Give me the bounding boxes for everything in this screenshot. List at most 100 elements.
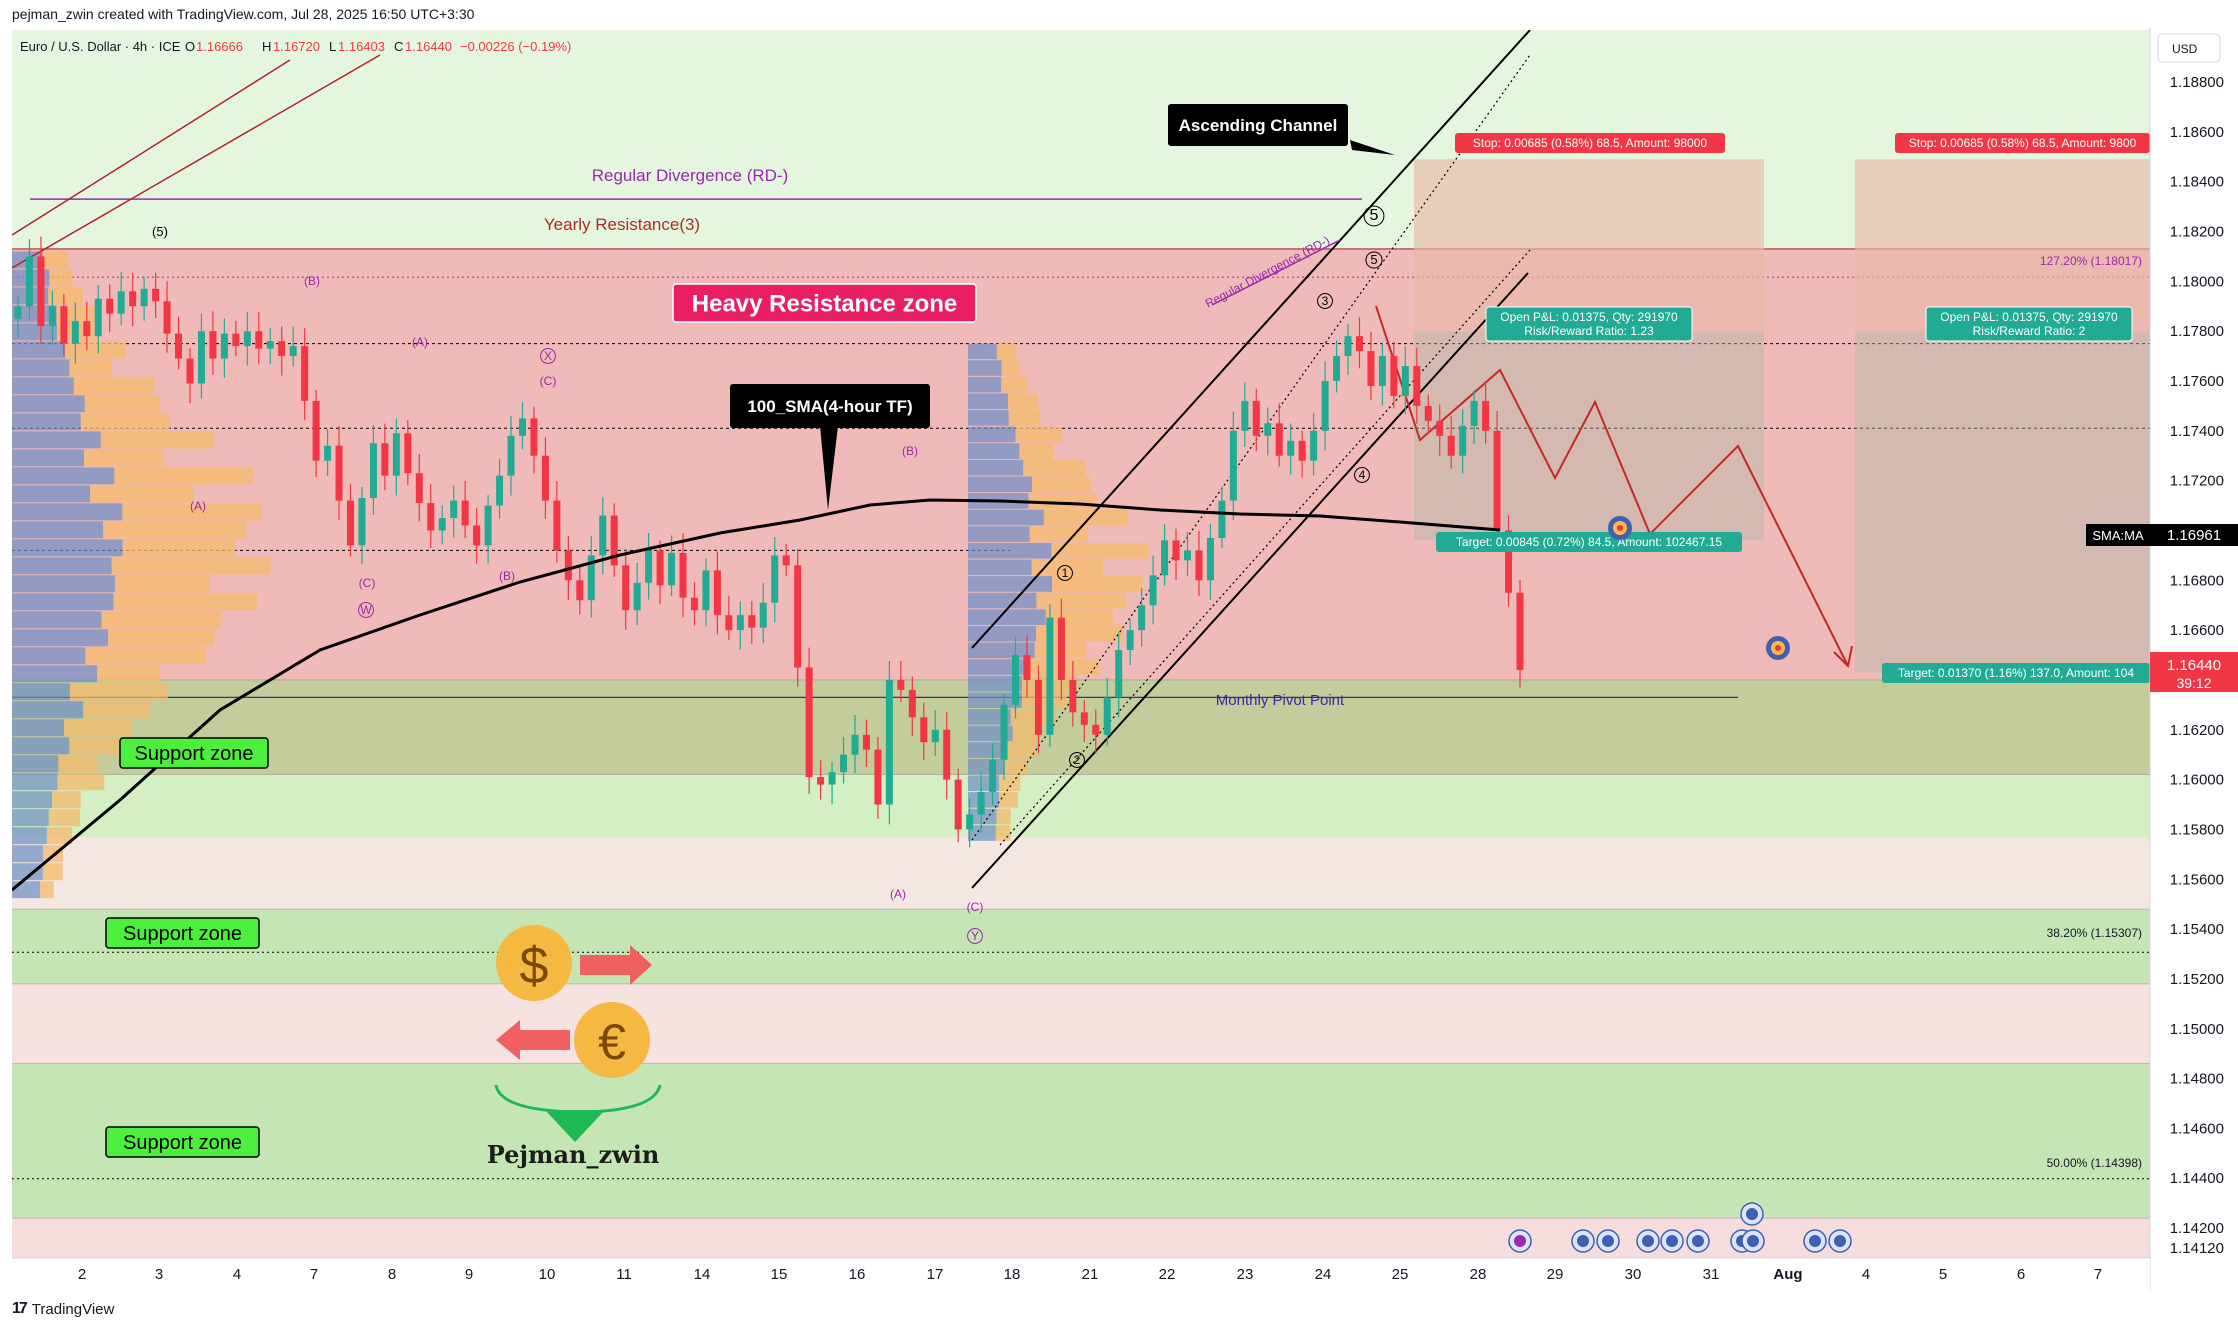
ascending-channel-label-text: Ascending Channel bbox=[1179, 116, 1338, 135]
candle-body bbox=[553, 500, 561, 551]
yearly-resistance-label: Yearly Resistance(3) bbox=[544, 215, 700, 234]
wave-label: (A) bbox=[890, 887, 906, 901]
volume-profile-left-bar-buy bbox=[12, 395, 85, 413]
volume-profile-left-bar-buy bbox=[12, 413, 81, 431]
time-axis-bg bbox=[0, 1258, 2150, 1290]
drawing-lines[interactable] bbox=[12, 30, 1853, 889]
price-tick-label: 1.16600 bbox=[2170, 622, 2224, 639]
candles bbox=[14, 236, 1524, 848]
time-axis[interactable]: 2 3 4 7 8 9 10 11 14 15 16 17 18 21 22 23 24 25 28 29 30 31 Au… bbox=[0, 1257, 2150, 1290]
candle-body bbox=[610, 515, 618, 566]
candle-body bbox=[1344, 336, 1352, 357]
volume-profile-right-bar-buy bbox=[968, 825, 996, 841]
candle-body bbox=[117, 291, 125, 314]
wave-label-circle bbox=[1069, 752, 1085, 768]
candle-body bbox=[645, 550, 653, 583]
candle-body bbox=[1057, 617, 1065, 680]
candle-body bbox=[943, 729, 951, 780]
legend-low: 1.16403 bbox=[338, 39, 385, 54]
candle-body bbox=[966, 814, 974, 830]
volume-profile-right-bar-buy bbox=[968, 343, 997, 360]
tradingview-logo[interactable]: 17 TradingView bbox=[12, 1300, 114, 1318]
candle-body bbox=[1390, 356, 1398, 396]
arrow-left-icon bbox=[496, 1020, 570, 1060]
legend-high-label: H bbox=[262, 39, 271, 54]
sma-tag-value: 1.16961 bbox=[2167, 527, 2221, 544]
position-1-target-label-text: Target: 0.00845 (0.72%) 84.5, Amount: 10… bbox=[1456, 535, 1723, 549]
time-tick-label: 24 bbox=[1315, 1266, 1332, 1283]
volume-profile-right-bar-buy bbox=[968, 659, 1031, 675]
support-zone-label-2: Support zone bbox=[105, 917, 260, 949]
candle-body bbox=[713, 570, 721, 616]
candle-body bbox=[60, 306, 68, 344]
candle-body bbox=[885, 679, 893, 805]
annotation-labels[interactable]: Ascending Channel Regular Divergence (RD-… bbox=[105, 104, 2150, 1253]
price-tick-label: 1.16200 bbox=[2170, 722, 2224, 739]
volume-profile-right-bar-sell bbox=[1036, 625, 1124, 642]
price-tick-label: 1.16000 bbox=[2170, 772, 2224, 789]
position-1-target-area bbox=[1414, 331, 1764, 541]
volume-profile-left-bar-sell bbox=[84, 395, 161, 413]
price-axis[interactable]: USD 1.18800 1.18600 1.18400 1.18200 1.18000 1.… bbox=[2086, 28, 2238, 1290]
volume-profile-left-bar-sell bbox=[69, 683, 168, 701]
support-zone-2 bbox=[12, 909, 2150, 984]
candle-body bbox=[220, 333, 228, 359]
heavy-resistance-label-bg bbox=[672, 283, 977, 323]
time-tick-label: 18 bbox=[1004, 1266, 1021, 1283]
candle-body bbox=[1115, 650, 1123, 698]
sma-label-pointer bbox=[820, 426, 838, 510]
volume-profile-left-bar-sell bbox=[39, 881, 54, 899]
volume-profile-left-bar-buy bbox=[12, 737, 70, 755]
event-icon-inner bbox=[1514, 1235, 1526, 1247]
volume-profile-right-bar-buy bbox=[968, 443, 1020, 459]
volume-profile-left-bar-sell bbox=[80, 413, 171, 431]
time-tick-label: 15 bbox=[771, 1266, 788, 1283]
candle-body bbox=[1264, 423, 1272, 436]
position-tools[interactable] bbox=[1414, 159, 2150, 673]
price-tick-label: 1.15400 bbox=[2170, 921, 2224, 938]
candle-body bbox=[690, 597, 698, 611]
euro-sign-glyph: € bbox=[598, 1014, 626, 1070]
time-tick-label: 7 bbox=[2094, 1266, 2102, 1283]
price-tick-label: 1.18800 bbox=[2170, 74, 2224, 91]
volume-profile-left-bar-buy bbox=[12, 845, 44, 863]
candle-body bbox=[977, 792, 985, 815]
candle-body bbox=[25, 256, 33, 307]
volume-profile-right-bar-sell bbox=[995, 825, 1011, 841]
volume-profile-left-bar-buy bbox=[12, 827, 47, 845]
candle-body bbox=[1355, 336, 1363, 352]
position-1-target-label-bg bbox=[1436, 532, 1742, 552]
volume-profile-left-bar-buy bbox=[12, 431, 101, 449]
volume-profile-right-bar-buy bbox=[968, 410, 1009, 426]
heavy-resistance-label-text: Heavy Resistance zone bbox=[692, 290, 957, 317]
candle-body bbox=[1493, 430, 1501, 531]
wave-label: Y bbox=[971, 929, 979, 943]
candle-body bbox=[1034, 679, 1042, 735]
candle-body bbox=[427, 503, 435, 531]
candle-body bbox=[152, 288, 160, 302]
current-price-text: 1.16440 bbox=[2167, 657, 2221, 674]
price-tick-label: 1.15000 bbox=[2170, 1021, 2224, 1038]
price-chart[interactable]: Ascending Channel Regular Divergence (RD-… bbox=[0, 0, 2238, 1290]
candle-body bbox=[175, 333, 183, 359]
candle-body bbox=[874, 749, 882, 805]
price-tick-label: 1.17200 bbox=[2170, 473, 2224, 490]
candle-body bbox=[1012, 655, 1020, 705]
position-2-target-label-text: Target: 0.01370 (1.16%) 137.0, Amount: 1… bbox=[1898, 666, 2134, 680]
sma-tag-name-bg bbox=[2086, 524, 2150, 546]
event-icon-inner bbox=[1666, 1235, 1678, 1247]
volume-profile-left-bar-sell bbox=[83, 701, 150, 719]
candle-body bbox=[278, 341, 286, 357]
candle-body bbox=[197, 331, 205, 384]
candle-body bbox=[1424, 405, 1432, 421]
wave-label-circle bbox=[1057, 565, 1073, 581]
sma-label: 100_SMA(4-hour TF) bbox=[730, 384, 930, 428]
volume-profile-left-bar-sell bbox=[64, 719, 131, 737]
volume-profile-left-bar-sell bbox=[122, 503, 262, 521]
candle-body bbox=[702, 570, 710, 611]
candle-body bbox=[805, 667, 813, 778]
candle-body bbox=[14, 306, 22, 319]
volume-profile-left-bar-buy bbox=[12, 881, 40, 899]
time-tick-label: 29 bbox=[1547, 1266, 1564, 1283]
